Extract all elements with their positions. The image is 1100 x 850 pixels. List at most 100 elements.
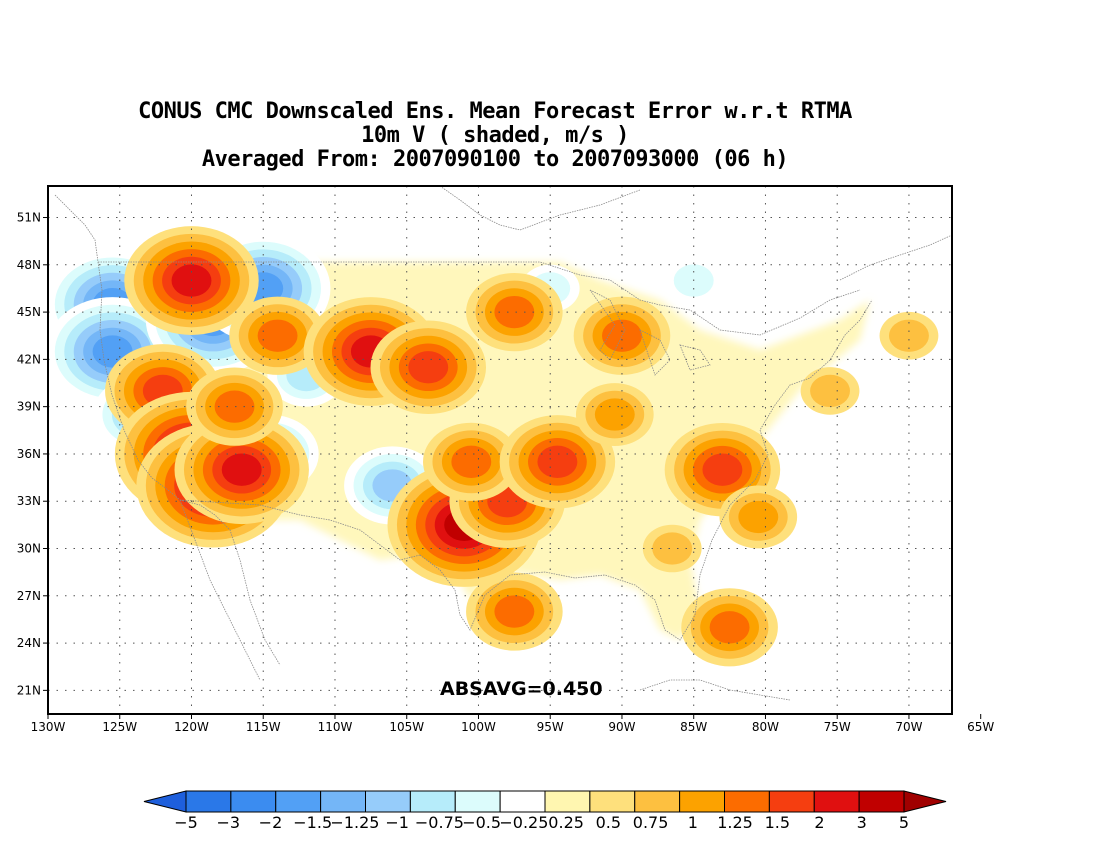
colorbar-label: 1 — [688, 813, 698, 832]
anomaly-blob — [719, 485, 798, 549]
colorbar-label: 3 — [857, 813, 867, 832]
anomaly-contour — [451, 445, 492, 478]
colorbar-swatch — [858, 790, 905, 813]
lon-tick-label: 125W — [102, 720, 137, 734]
anomaly-blob — [681, 588, 778, 667]
anomaly-contour — [594, 398, 635, 431]
canada-coast — [54, 194, 99, 263]
anomaly-contour — [257, 319, 298, 352]
anomaly-contour — [494, 295, 535, 329]
colorbar-swatch — [275, 790, 322, 813]
coastline-baja — [179, 499, 261, 681]
colorbar-label: −0.5 — [462, 813, 501, 832]
labrador-coast — [839, 234, 952, 281]
colorbar-swatch — [768, 790, 815, 813]
lat-tick-label: 48N — [17, 258, 41, 272]
anomaly-contour — [221, 453, 262, 486]
absavg-label: ABSAVG=0.450 — [440, 678, 603, 700]
colorbar-label: −1 — [385, 813, 409, 832]
canada-border — [98, 261, 861, 336]
colorbar-label: 5 — [899, 813, 909, 832]
anomaly-blob — [174, 415, 309, 525]
plot-frame — [47, 185, 953, 715]
colorbar-label: −0.25 — [499, 813, 548, 832]
anomaly-contour — [889, 319, 929, 352]
lon-tick-label: 90W — [608, 720, 635, 734]
coastline-east — [711, 299, 873, 541]
colorbar-high-arrow — [903, 790, 947, 813]
lon-tick-label: 70W — [895, 720, 922, 734]
lat-tick-label: 36N — [17, 447, 41, 461]
colorbar-swatch — [365, 790, 411, 813]
colorbar-swatch — [544, 790, 591, 813]
anomaly-blob — [466, 572, 563, 651]
lon-tick-label: 110W — [318, 720, 353, 734]
colorbar-label: 0.25 — [548, 813, 584, 832]
colorbar-low-arrow — [143, 790, 187, 813]
lon-tick-label: 95W — [537, 720, 564, 734]
anomaly-blob — [800, 367, 860, 415]
colorbar-swatch — [679, 790, 725, 813]
cuba-coast — [639, 679, 791, 701]
colorbar-label: −5 — [174, 813, 198, 832]
title-line-3: Averaged From: 2007090100 to 2007093000 … — [201, 147, 789, 172]
colorbar-swatch — [230, 790, 277, 813]
coastline-west — [97, 261, 281, 666]
lat-tick-label: 42N — [17, 352, 41, 366]
anomaly-blob — [186, 367, 283, 446]
anomaly-contour — [494, 595, 535, 628]
colorbar-swatch — [589, 790, 636, 813]
lon-tick-label: 130W — [31, 720, 66, 734]
colorbar-label: −1.5 — [293, 813, 332, 832]
lon-tick-label: 65W — [967, 720, 994, 734]
lat-tick-label: 27N — [17, 589, 41, 603]
longitude-labels: 130W 125W 120W 115W 110W 105W 100W 95W 90W 85W 80W… — [31, 714, 994, 734]
anomaly-blob — [575, 383, 654, 446]
lat-tick-label: 33N — [17, 494, 41, 508]
lat-tick-label: 51N — [17, 211, 41, 225]
anomaly-blob — [642, 524, 702, 573]
mexico-border — [179, 499, 421, 561]
colorbar-label: 0.75 — [633, 813, 669, 832]
hudson-coast — [439, 186, 641, 231]
colorbar-swatch — [634, 790, 681, 813]
lat-tick-label: 21N — [17, 683, 41, 697]
boundaries — [54, 186, 952, 701]
anomaly-blob — [499, 415, 616, 509]
anomaly-contour — [709, 611, 750, 644]
colorbar-label: 1.5 — [765, 813, 790, 832]
colorbar-label: 1.25 — [717, 813, 753, 832]
lon-tick-label: 120W — [174, 720, 209, 734]
anomaly-contour — [602, 319, 642, 352]
lon-tick-label: 75W — [824, 720, 851, 734]
anomaly-contour — [214, 390, 255, 423]
title-block: CONUS CMC Downscaled Ens. Mean Forecast … — [0, 100, 990, 172]
anomaly-contour — [810, 374, 850, 408]
lon-tick-label: 100W — [461, 720, 496, 734]
latitude-labels: 51N 48N 45N 42N 39N 36N 33N 30N 27N 24N 21N — [17, 211, 48, 697]
colorbar-swatch — [724, 790, 770, 813]
colorbar-swatch — [813, 790, 860, 813]
colorbar-swatch — [454, 790, 501, 813]
coastline-gulf — [419, 539, 713, 641]
title-line-1: CONUS CMC Downscaled Ens. Mean Forecast … — [138, 99, 852, 124]
anomaly-blob — [423, 422, 520, 501]
colorbar-label: −1.25 — [330, 813, 379, 832]
grid-lines — [48, 186, 952, 714]
lon-tick-label: 105W — [389, 720, 424, 734]
colorbar: −5 −3 −2 −1.5−1.25 −1 −0.75−0.5−0.25 0.25 0.5 0.… — [143, 790, 947, 832]
anomaly-blob — [879, 311, 939, 360]
colorbar-label: −2 — [259, 813, 283, 832]
lat-tick-label: 39N — [17, 400, 41, 414]
anomaly-contour — [702, 453, 743, 486]
lon-tick-label: 80W — [752, 720, 779, 734]
lat-tick-label: 24N — [17, 636, 41, 650]
colorbar-swatch — [320, 790, 366, 813]
colorbar-swatch — [185, 790, 232, 813]
colorbar-label: −3 — [216, 813, 240, 832]
title-line-2: 10m V ( shaded, m/s ) — [361, 123, 629, 148]
anomaly-contour — [537, 445, 578, 478]
anomaly-blob — [370, 320, 487, 415]
lat-tick-label: 45N — [17, 305, 41, 319]
